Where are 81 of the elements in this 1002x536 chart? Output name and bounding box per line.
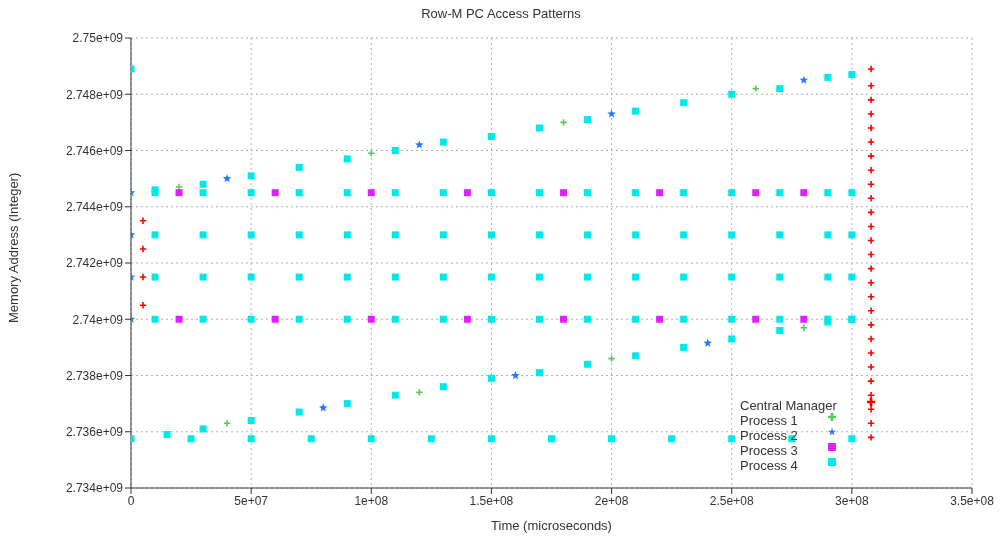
point [867, 236, 876, 245]
y-tick-label: 2.744e+09 [65, 200, 124, 215]
y-axis-title: Memory Address (Integer) [5, 172, 21, 323]
point [139, 244, 148, 253]
point [560, 189, 568, 197]
chart-title: Row-M PC Access Patterns [421, 6, 581, 21]
point [367, 315, 375, 323]
x-tick-label: 1e+08 [354, 493, 389, 508]
point [367, 149, 376, 158]
y-tick-label: 2.734e+09 [65, 481, 124, 496]
point [800, 315, 808, 323]
point [751, 84, 760, 93]
point [799, 75, 809, 84]
point [656, 189, 664, 197]
x-tick-label: 2.5e+08 [709, 493, 754, 508]
x-tick-label: 0 [127, 493, 135, 508]
point [867, 250, 876, 259]
point [703, 338, 712, 347]
point [867, 405, 876, 414]
point [867, 138, 876, 147]
y-tick-label: 2.736e+09 [65, 425, 124, 440]
point [867, 194, 876, 203]
point [867, 81, 876, 90]
point [867, 363, 876, 372]
point [800, 189, 808, 197]
y-tick-label: 2.738e+09 [65, 368, 124, 383]
y-tick-label: 2.746e+09 [65, 143, 124, 158]
point [511, 371, 520, 380]
point [867, 292, 876, 301]
x-axis-title: Time (microseconds) [491, 518, 612, 533]
y-tick-label: 2.74e+09 [72, 312, 124, 327]
point [867, 180, 876, 189]
point [867, 349, 876, 357]
point [175, 315, 183, 323]
point [867, 433, 876, 442]
point [463, 189, 471, 197]
point [867, 377, 876, 386]
point [223, 419, 232, 428]
point [463, 315, 471, 323]
x-tick-label: 3.5e+08 [950, 493, 995, 508]
y-tick-label: 2.742e+09 [65, 256, 124, 271]
point [139, 216, 148, 225]
legend-label: Process 1 [740, 413, 798, 428]
point [139, 301, 148, 310]
point [752, 315, 760, 323]
point [560, 315, 568, 323]
point [867, 124, 876, 132]
point [867, 306, 876, 315]
point [271, 189, 279, 197]
point [318, 403, 328, 412]
x-tick-label: 2e+08 [594, 493, 629, 508]
point [415, 140, 424, 149]
point [867, 109, 876, 118]
point [867, 166, 876, 175]
y-tick-label: 2.748e+09 [65, 87, 124, 102]
point [367, 189, 375, 197]
point [867, 334, 876, 343]
legend-label: Central Manager [740, 398, 837, 413]
point [222, 174, 232, 183]
point [867, 64, 876, 73]
point [175, 189, 183, 197]
point [752, 189, 760, 197]
point [271, 315, 279, 323]
x-tick-label: 5e+07 [234, 493, 269, 508]
point [656, 315, 664, 323]
x-tick-label: 3e+08 [835, 493, 870, 508]
point [867, 419, 876, 428]
point [867, 278, 876, 287]
y-tick-label: 2.75e+09 [72, 31, 124, 46]
point [799, 323, 808, 332]
point [867, 222, 876, 231]
x-tick-label: 1.5e+08 [469, 493, 514, 508]
point [867, 264, 876, 273]
point [867, 152, 876, 161]
point [867, 320, 876, 329]
legend-label: Process 3 [740, 443, 798, 458]
point [867, 95, 876, 104]
legend-label: Process 4 [740, 458, 798, 473]
point [867, 208, 876, 217]
point [139, 273, 148, 282]
point [607, 109, 616, 118]
